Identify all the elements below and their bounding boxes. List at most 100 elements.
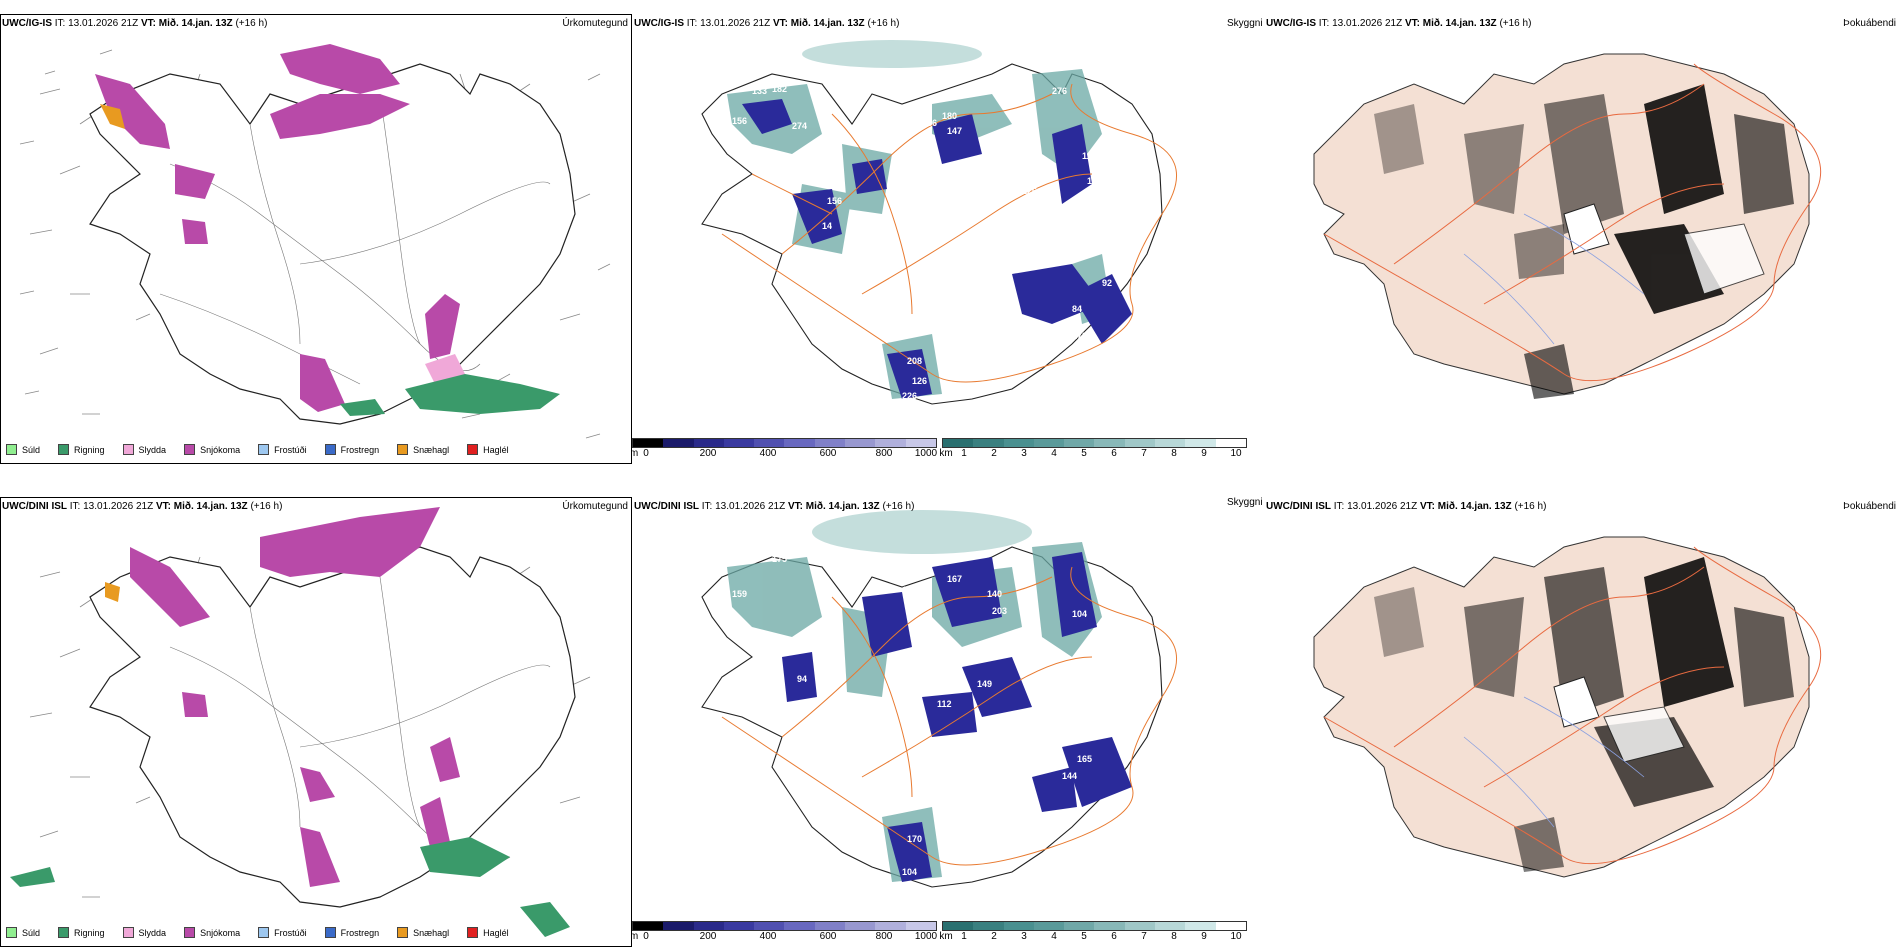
svg-text:226: 226 — [902, 391, 917, 401]
svg-text:167: 167 — [947, 574, 962, 584]
visibility-map-bottom: 274 175 159 244 105 167 203 140 106 104 … — [701, 510, 1177, 888]
visibility-colorbar — [942, 921, 1247, 931]
svg-text:147: 147 — [947, 126, 962, 136]
svg-text:276: 276 — [1052, 86, 1067, 96]
svg-text:236: 236 — [922, 118, 937, 128]
legend-swatch — [184, 927, 196, 938]
legend-item: Haglél — [467, 927, 509, 938]
precip-map-top — [19, 44, 611, 439]
svg-text:112: 112 — [937, 699, 952, 709]
svg-text:126: 126 — [912, 376, 927, 386]
legend-swatch — [397, 927, 409, 938]
svg-text:105: 105 — [902, 585, 917, 595]
precip-panel-bottom: UWC/DINI ISL IT: 13.01.2026 21Z VT: Mið.… — [0, 497, 632, 947]
legend-item: Frostúði — [258, 444, 307, 455]
visibility-ticks: km 1 2 3 4 5 6 7 8 9 10 — [939, 931, 1242, 942]
legend-item: Súld — [6, 444, 40, 455]
fog-panel-top: UWC/IG-IS IT: 13.01.2026 21Z VT: Mið. 14… — [1264, 14, 1900, 464]
legend-swatch — [184, 444, 196, 455]
panel-frame — [0, 14, 632, 464]
precip-panel-top: UWC/IG-IS IT: 13.01.2026 21Z VT: Mið. 14… — [0, 14, 632, 464]
panel-title: UWC/IG-IS IT: 13.01.2026 21Z VT: Mið. 14… — [2, 18, 268, 29]
svg-text:94: 94 — [797, 674, 807, 684]
visibility-panel-top: UWC/IG-IS IT: 13.01.2026 21Z VT: Mið. 14… — [632, 14, 1264, 464]
legend-swatch — [258, 444, 270, 455]
ceiling-colorbar — [632, 438, 937, 448]
legend-swatch — [467, 927, 479, 938]
legend-swatch — [6, 444, 17, 455]
visibility-ticks: km 1 2 3 4 5 6 7 8 9 10 — [939, 448, 1242, 459]
svg-text:274: 274 — [792, 121, 807, 131]
legend-item: Snæhagl — [397, 444, 449, 455]
svg-text:274: 274 — [742, 554, 757, 564]
legend-item: Rigning — [58, 927, 105, 938]
panel-title: UWC/DINI ISL IT: 13.01.2026 21Z VT: Mið.… — [2, 501, 283, 512]
panel-title: UWC/IG-IS IT: 13.01.2026 21Z VT: Mið. 14… — [1266, 18, 1532, 29]
panel-label: Skyggni — [1227, 497, 1263, 508]
legend-item: Snjókoma — [184, 444, 240, 455]
legend-item: Súld — [6, 927, 40, 938]
legend-swatch — [6, 927, 17, 938]
panel-label: Úrkomutegund — [562, 501, 628, 512]
legend-item: Frostregn — [324, 927, 379, 938]
svg-text:92: 92 — [1102, 278, 1112, 288]
svg-text:84: 84 — [1072, 304, 1082, 314]
visibility-panel-bottom: UWC/DINI ISL IT: 13.01.2026 21Z VT: Mið.… — [632, 497, 1264, 947]
legend-swatch — [324, 444, 336, 455]
svg-text:144: 144 — [1062, 771, 1077, 781]
svg-text:156: 156 — [732, 116, 747, 126]
svg-text:14: 14 — [822, 221, 832, 231]
svg-text:156: 156 — [827, 196, 842, 206]
svg-text:170: 170 — [907, 834, 922, 844]
panel-label: Skyggni — [1227, 18, 1263, 29]
svg-text:102: 102 — [1112, 261, 1127, 271]
precip-legend: Súld Rigning Slydda Snjókoma Frostúði Fr… — [6, 927, 523, 938]
svg-text:133: 133 — [752, 86, 767, 96]
svg-text:244: 244 — [817, 586, 832, 596]
legend-swatch — [324, 927, 336, 938]
svg-text:203: 203 — [992, 606, 1007, 616]
svg-text:77: 77 — [832, 176, 842, 186]
panel-frame — [0, 497, 632, 947]
svg-text:114: 114 — [1082, 151, 1097, 161]
svg-text:178: 178 — [1072, 331, 1087, 341]
precip-map-bottom — [10, 507, 591, 937]
legend-item: Snæhagl — [397, 927, 449, 938]
svg-text:104: 104 — [1072, 609, 1087, 619]
legend-swatch — [122, 927, 134, 938]
svg-text:180: 180 — [942, 111, 957, 121]
fog-panel-bottom: UWC/DINI ISL IT: 13.01.2026 21Z VT: Mið.… — [1264, 497, 1900, 947]
legend-item: Slydda — [122, 444, 166, 455]
legend-item: Haglél — [467, 444, 509, 455]
svg-text:165: 165 — [1077, 754, 1092, 764]
svg-text:208: 208 — [907, 356, 922, 366]
legend-swatch — [258, 927, 270, 938]
legend-swatch — [467, 444, 479, 455]
legend-item: Frostúði — [258, 927, 307, 938]
svg-text:175: 175 — [772, 554, 787, 564]
legend-swatch — [397, 444, 409, 455]
fog-map-bottom — [1313, 536, 1822, 878]
svg-text:104: 104 — [902, 867, 917, 877]
visibility-colorbar — [942, 438, 1247, 448]
visibility-scale: km 1 2 3 4 5 6 7 8 9 10 — [939, 921, 1247, 942]
svg-text:140: 140 — [987, 589, 1002, 599]
svg-text:182: 182 — [772, 84, 787, 94]
legend-item: Slydda — [122, 927, 166, 938]
svg-text:159: 159 — [732, 589, 747, 599]
panel-title: UWC/IG-IS IT: 13.01.2026 21Z VT: Mið. 14… — [634, 18, 900, 29]
svg-text:126: 126 — [1022, 186, 1037, 196]
ceiling-colorbar — [632, 921, 937, 931]
legend-item: Rigning — [58, 444, 105, 455]
panel-label: Úrkomutegund — [562, 18, 628, 29]
visibility-map-top: 133 182 156 274 92 236 180 147 276 114 1… — [701, 40, 1177, 405]
ceiling-scale: m 0 200 400 600 800 1000 — [632, 438, 937, 459]
ceiling-labels: 133 182 156 274 92 236 180 147 276 114 1… — [732, 84, 1127, 401]
legend-swatch — [122, 444, 134, 455]
panel-label: Þokuábendi — [1843, 501, 1896, 512]
ceiling-scale: m 0 200 400 600 800 1000 — [632, 921, 937, 942]
ceiling-labels: 274 175 159 244 105 167 203 140 106 104 … — [732, 554, 1092, 877]
legend-swatch — [58, 444, 70, 455]
panel-label: Þokuábendi — [1843, 18, 1896, 29]
svg-text:149: 149 — [977, 679, 992, 689]
